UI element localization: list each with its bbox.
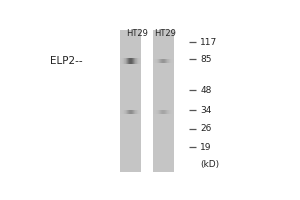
Bar — [161, 59, 162, 63]
Bar — [138, 58, 139, 64]
Bar — [133, 58, 134, 64]
Bar — [162, 59, 163, 63]
Bar — [140, 58, 141, 64]
Text: 34: 34 — [200, 106, 211, 115]
Bar — [164, 59, 165, 63]
Bar — [165, 59, 166, 63]
Bar — [137, 58, 138, 64]
Bar — [122, 58, 123, 64]
Bar — [170, 59, 171, 63]
Bar — [131, 110, 132, 114]
Bar — [139, 110, 140, 114]
Bar — [168, 59, 169, 63]
Text: 48: 48 — [200, 86, 211, 95]
Bar — [124, 58, 125, 64]
Bar — [153, 59, 154, 63]
Bar — [153, 110, 154, 114]
Bar — [136, 110, 137, 114]
Bar — [129, 110, 130, 114]
Text: 19: 19 — [200, 143, 212, 152]
Text: HT29: HT29 — [154, 29, 176, 38]
Bar — [157, 59, 158, 63]
Text: (kD): (kD) — [200, 160, 219, 169]
Bar — [155, 59, 156, 63]
Bar — [173, 59, 174, 63]
Bar — [156, 59, 157, 63]
Bar — [167, 110, 168, 114]
Bar — [157, 110, 158, 114]
Bar — [158, 59, 159, 63]
Bar — [125, 110, 126, 114]
Bar — [123, 110, 124, 114]
Bar — [132, 58, 133, 64]
Bar — [128, 58, 129, 64]
Bar — [168, 110, 169, 114]
Bar — [130, 110, 131, 114]
Bar — [131, 58, 132, 64]
Bar — [172, 59, 173, 63]
Bar — [159, 110, 160, 114]
Bar — [155, 110, 156, 114]
Text: HT29: HT29 — [127, 29, 148, 38]
Bar — [124, 110, 125, 114]
Bar — [120, 30, 141, 172]
Bar — [134, 110, 135, 114]
Bar — [169, 59, 170, 63]
Bar — [138, 110, 139, 114]
Bar — [139, 58, 140, 64]
Bar — [120, 58, 121, 64]
Bar — [160, 110, 161, 114]
Bar — [160, 59, 161, 63]
Bar — [136, 58, 137, 64]
Bar — [127, 58, 128, 64]
Bar — [154, 110, 155, 114]
Bar — [129, 58, 130, 64]
Bar — [170, 110, 171, 114]
Bar — [134, 58, 135, 64]
Bar — [173, 110, 174, 114]
Bar — [133, 110, 134, 114]
Bar — [169, 110, 170, 114]
Text: 117: 117 — [200, 38, 218, 47]
Bar — [140, 110, 141, 114]
Bar — [156, 110, 157, 114]
Bar — [125, 58, 126, 64]
Bar — [161, 110, 162, 114]
Bar — [164, 110, 165, 114]
Text: 85: 85 — [200, 55, 212, 64]
Bar — [121, 110, 122, 114]
Bar — [127, 110, 128, 114]
Bar — [132, 110, 133, 114]
Text: ELP2--: ELP2-- — [50, 56, 83, 66]
Bar — [153, 30, 173, 172]
Text: 26: 26 — [200, 124, 211, 133]
Bar — [122, 110, 123, 114]
Bar — [171, 59, 172, 63]
Bar — [169, 110, 170, 114]
Bar — [121, 58, 122, 64]
Bar — [154, 59, 155, 63]
Bar — [171, 110, 172, 114]
Bar — [165, 110, 166, 114]
Bar — [167, 59, 168, 63]
Bar — [126, 110, 127, 114]
Bar — [163, 110, 164, 114]
Bar — [172, 110, 173, 114]
Bar — [162, 110, 163, 114]
Bar — [169, 59, 170, 63]
Bar — [120, 110, 121, 114]
Bar — [135, 110, 136, 114]
Bar — [123, 58, 124, 64]
Bar — [137, 110, 138, 114]
Bar — [135, 58, 136, 64]
Bar — [159, 59, 160, 63]
Bar — [126, 58, 127, 64]
Bar — [163, 59, 164, 63]
Bar — [130, 58, 131, 64]
Bar — [128, 110, 129, 114]
Bar — [158, 110, 159, 114]
